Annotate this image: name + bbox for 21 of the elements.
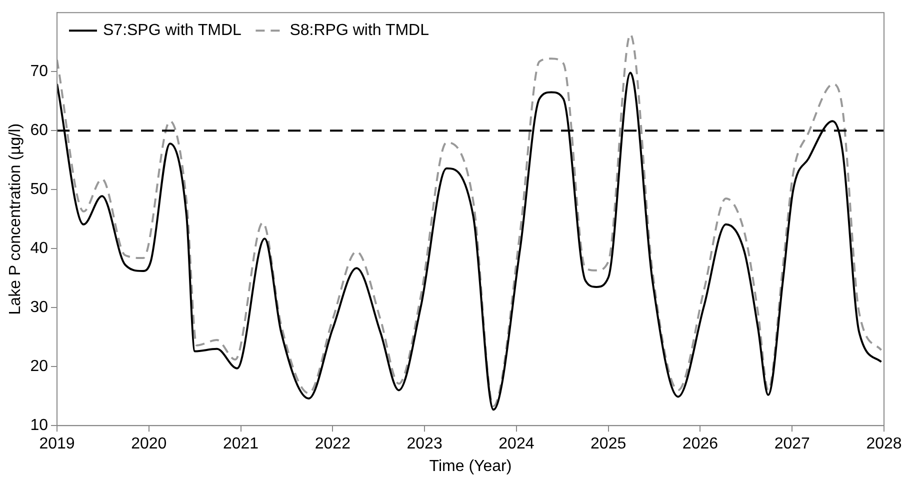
y-tick-label: 20 — [30, 358, 48, 376]
legend-label: S7:SPG with TMDL — [102, 22, 242, 40]
x-tick-label: 2023 — [406, 436, 442, 453]
y-tick-label: 10 — [30, 417, 48, 434]
x-tick-label: 2022 — [314, 436, 351, 453]
legend-label: S8:RPG with TMDL — [290, 22, 430, 40]
x-tick-label: 2028 — [866, 436, 902, 453]
y-tick-label: 60 — [30, 122, 48, 140]
x-tick-label: 2027 — [774, 436, 810, 453]
x-tick-label: 2024 — [498, 436, 534, 453]
y-tick-label: 40 — [30, 240, 48, 258]
x-tick-label: 2026 — [682, 436, 718, 453]
y-tick-label: 30 — [30, 299, 48, 316]
x-tick-label: 2025 — [590, 436, 626, 453]
x-axis-title: Time (Year) — [429, 458, 512, 475]
y-axis-title: Lake P concentration (µg/l) — [7, 123, 24, 315]
y-tick-label: 50 — [30, 181, 48, 198]
x-tick-label: 2020 — [131, 436, 167, 453]
x-tick-label: 2019 — [39, 436, 75, 453]
y-tick-label: 70 — [30, 63, 48, 80]
x-tick-label: 2021 — [222, 436, 259, 453]
